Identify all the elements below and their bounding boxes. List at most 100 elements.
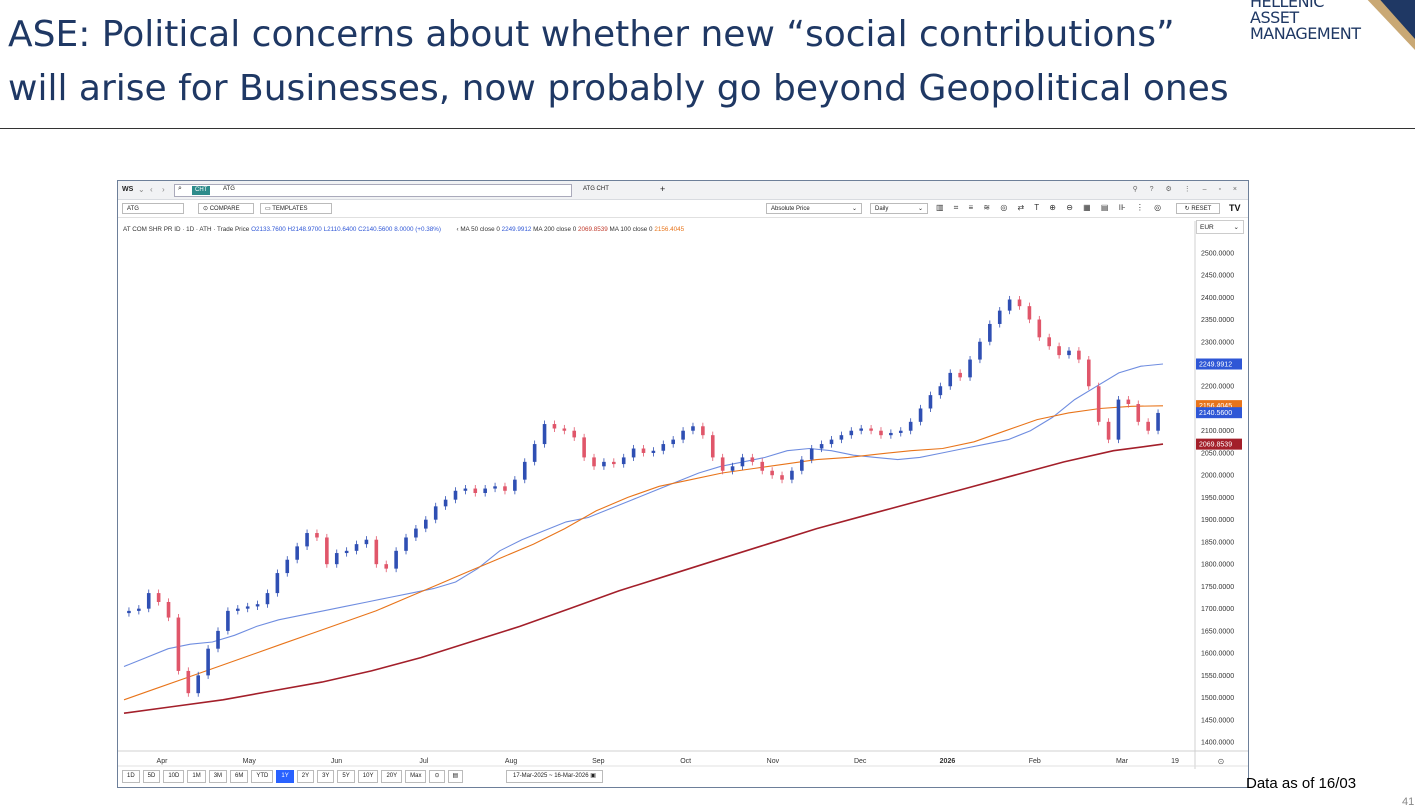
candle-body[interactable] xyxy=(800,459,804,471)
candle-body[interactable] xyxy=(1057,346,1061,356)
range-button-max[interactable]: Max xyxy=(405,770,427,783)
candle-body[interactable] xyxy=(770,470,774,476)
candle-body[interactable] xyxy=(1047,337,1052,347)
candle-body[interactable] xyxy=(730,466,735,471)
drawing-tools[interactable]: ▥ ⌗ ≡ ≋ ◎ ⇄ T ⊕ ⊖ ▦ ▤ ⊪ ⋮ ◎ xyxy=(936,203,1166,212)
range-button-3y[interactable]: 3Y xyxy=(317,770,335,783)
candle-body[interactable] xyxy=(1077,350,1081,360)
candle-body[interactable] xyxy=(790,470,794,480)
candle-body[interactable] xyxy=(285,559,290,574)
range-button-1y[interactable]: 1Y xyxy=(276,770,294,783)
candle-body[interactable] xyxy=(740,457,745,467)
candle-body[interactable] xyxy=(958,372,962,378)
candle-body[interactable] xyxy=(720,457,725,471)
legend-collapse-icon[interactable]: ‹ xyxy=(456,226,459,233)
range-button-5d[interactable]: 5D xyxy=(142,770,161,783)
price-mode-select[interactable]: Absolute Price ⌄ xyxy=(766,203,862,214)
candle-body[interactable] xyxy=(275,573,280,594)
candle-body[interactable] xyxy=(710,435,715,458)
settings-icon[interactable]: ⊙ xyxy=(429,770,445,783)
candle-body[interactable] xyxy=(374,539,379,565)
timezone-settings-icon[interactable]: ⊙ xyxy=(1218,757,1225,766)
range-button-2y[interactable]: 2Y xyxy=(296,770,315,783)
candle-body[interactable] xyxy=(1086,359,1091,387)
function-chip[interactable]: CHT xyxy=(192,186,211,195)
candle-body[interactable] xyxy=(691,426,695,431)
candle-body[interactable] xyxy=(483,488,487,493)
reset-button[interactable]: ↻ RESET xyxy=(1176,203,1220,214)
range-button-ytd[interactable]: YTD xyxy=(251,770,274,783)
candle-body[interactable] xyxy=(1007,299,1012,311)
candle-body[interactable] xyxy=(1037,319,1042,338)
candle-body[interactable] xyxy=(424,519,428,529)
currency-select[interactable]: EUR ⌄ xyxy=(1196,220,1244,234)
ticker-input[interactable]: ATG xyxy=(122,203,184,214)
candle-body[interactable] xyxy=(582,437,586,458)
candle-body[interactable] xyxy=(404,537,408,551)
candle-body[interactable] xyxy=(859,428,863,431)
candle-body[interactable] xyxy=(701,426,705,436)
candle-body[interactable] xyxy=(780,475,784,480)
candle-body[interactable] xyxy=(315,533,319,538)
candle-body[interactable] xyxy=(997,310,1002,324)
candle-body[interactable] xyxy=(522,461,527,480)
candle-body[interactable] xyxy=(641,448,646,453)
candle-body[interactable] xyxy=(602,461,606,467)
back-arrow-icon[interactable]: ‹ xyxy=(150,185,153,194)
candle-body[interactable] xyxy=(325,537,329,565)
candle-body[interactable] xyxy=(493,486,497,489)
candle-body[interactable] xyxy=(1116,399,1121,440)
candle-body[interactable] xyxy=(1126,399,1131,405)
candle-body[interactable] xyxy=(750,457,755,462)
range-button-5y[interactable]: 5Y xyxy=(337,770,355,783)
candle-body[interactable] xyxy=(137,608,141,611)
candle-body[interactable] xyxy=(621,457,626,465)
candle-body[interactable] xyxy=(146,593,151,609)
security-search-box[interactable]: ⌕ CHT ATG xyxy=(174,184,572,197)
interval-select[interactable]: Daily ⌄ xyxy=(870,203,928,214)
candle-body[interactable] xyxy=(513,479,517,491)
workspace-label[interactable]: WS xyxy=(122,186,134,193)
candle-body[interactable] xyxy=(661,444,666,451)
candle-body[interactable] xyxy=(364,539,369,545)
candle-body[interactable] xyxy=(1096,386,1101,422)
candle-body[interactable] xyxy=(879,430,883,436)
candle-body[interactable] xyxy=(1146,421,1150,431)
candle-body[interactable] xyxy=(671,439,675,445)
candle-body[interactable] xyxy=(394,550,398,569)
candle-body[interactable] xyxy=(265,593,270,605)
candle-body[interactable] xyxy=(1017,299,1022,307)
candle-body[interactable] xyxy=(819,444,824,449)
window-controls[interactable]: ⚲ ? ⚙ ⋮ – ▫ × xyxy=(1132,186,1242,193)
candle-body[interactable] xyxy=(562,428,567,431)
candle-body[interactable] xyxy=(453,490,458,500)
search-value[interactable]: ATG xyxy=(223,186,235,192)
date-range-picker[interactable]: 17-Mar-2025 ~ 16-Mar-2026 ▣ xyxy=(506,770,603,783)
candle-body[interactable] xyxy=(849,430,854,436)
range-button-20y[interactable]: 20Y xyxy=(381,770,403,783)
candle-body[interactable] xyxy=(552,424,557,429)
candle-body[interactable] xyxy=(156,593,161,602)
candle-body[interactable] xyxy=(503,486,507,491)
candle-body[interactable] xyxy=(1067,350,1071,356)
candle-body[interactable] xyxy=(938,386,943,396)
menu-chevron-icon[interactable]: ⌄ xyxy=(138,185,145,194)
candle-body[interactable] xyxy=(305,533,309,547)
candle-body[interactable] xyxy=(681,430,685,440)
candle-body[interactable] xyxy=(839,435,844,440)
candle-body[interactable] xyxy=(245,606,250,609)
candle-body[interactable] xyxy=(433,506,438,520)
range-button-3m[interactable]: 3M xyxy=(208,770,228,783)
price-chart[interactable]: 2500.0000 2450.0000 2400.0000 2350.0000 2300… xyxy=(118,181,1248,787)
candle-body[interactable] xyxy=(384,564,389,569)
candle-body[interactable] xyxy=(176,617,181,671)
compare-button[interactable]: ⊙ COMPARE xyxy=(198,203,254,214)
candle-body[interactable] xyxy=(196,675,201,694)
candle-body[interactable] xyxy=(760,461,765,471)
candle-body[interactable] xyxy=(592,457,596,467)
candle-body[interactable] xyxy=(255,604,260,607)
candle-body[interactable] xyxy=(631,448,636,458)
candle-body[interactable] xyxy=(889,432,893,436)
range-button-10d[interactable]: 10D xyxy=(163,770,185,783)
candle-body[interactable] xyxy=(344,550,349,554)
